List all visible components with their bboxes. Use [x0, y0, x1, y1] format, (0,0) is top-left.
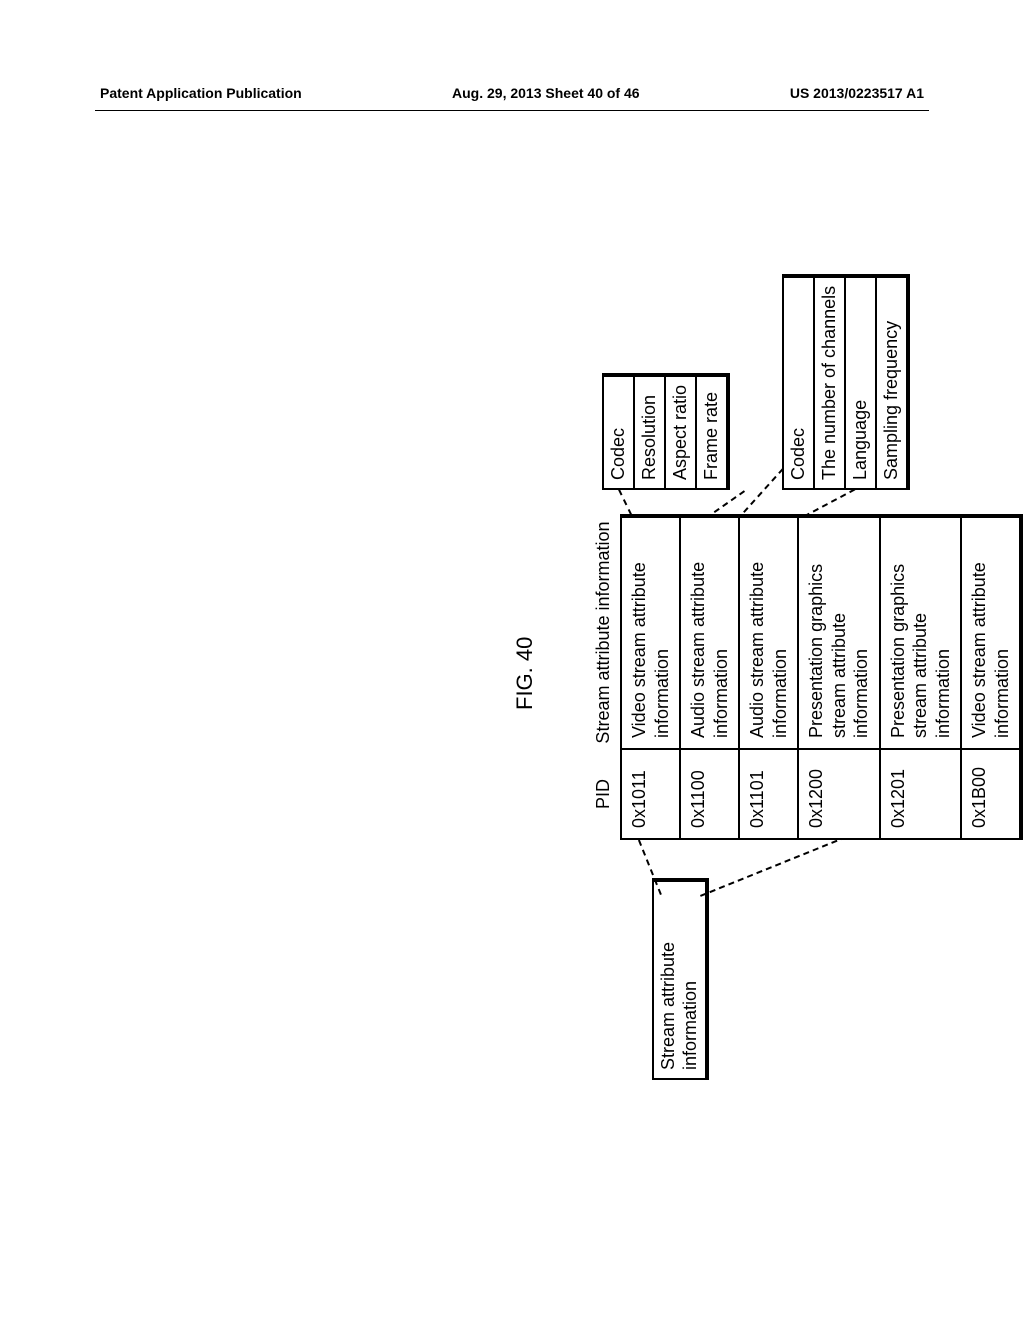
audio-attribute-box: Codec The number of channels Language Sa…	[782, 274, 910, 490]
page-header: Patent Application Publication Aug. 29, …	[0, 85, 1024, 101]
header-center: Aug. 29, 2013 Sheet 40 of 46	[452, 85, 640, 101]
table-row: 0x1011 Video stream attribute informatio…	[621, 516, 680, 839]
stream-attribute-source-box: Stream attribute information	[652, 878, 709, 1080]
attr-cell: Video stream attribute information	[621, 516, 680, 749]
video-attr-item: Codec	[603, 375, 634, 489]
pid-cell: 0x1B00	[961, 749, 1021, 839]
figure-40: FIG. 40 Stream attribute information PID…	[512, 200, 1024, 1080]
header-left: Patent Application Publication	[100, 85, 302, 101]
col-header-pid: PID	[592, 749, 621, 839]
attr-cell: Presentation graphics stream attribute i…	[880, 516, 962, 749]
pid-cell: 0x1201	[880, 749, 962, 839]
attr-cell: Audio stream attribute information	[680, 516, 739, 749]
table-row: 0x1B00 Video stream attribute informatio…	[961, 516, 1021, 839]
table-row: 0x1101 Audio stream attribute informatio…	[739, 516, 798, 839]
figure-title: FIG. 40	[512, 637, 538, 710]
video-attr-item: Aspect ratio	[665, 375, 696, 489]
audio-attr-item: Language	[845, 276, 876, 489]
pid-cell: 0x1101	[739, 749, 798, 839]
table-row: 0x1100 Audio stream attribute informatio…	[680, 516, 739, 839]
header-right: US 2013/0223517 A1	[790, 85, 924, 101]
audio-attr-item: Codec	[783, 276, 814, 489]
audio-attr-item: Sampling frequency	[876, 276, 908, 489]
attr-cell: Presentation graphics stream attribute i…	[798, 516, 880, 749]
attr-cell: Video stream attribute information	[961, 516, 1021, 749]
video-attribute-box: Codec Resolution Aspect ratio Frame rate	[602, 373, 730, 490]
header-rule	[95, 110, 929, 111]
col-header-attr: Stream attribute information	[592, 516, 621, 749]
table-row: 0x1201 Presentation graphics stream attr…	[880, 516, 962, 839]
pid-cell: 0x1011	[621, 749, 680, 839]
pid-cell: 0x1200	[798, 749, 880, 839]
attr-cell: Audio stream attribute information	[739, 516, 798, 749]
table-row: 0x1200 Presentation graphics stream attr…	[798, 516, 880, 839]
pid-cell: 0x1100	[680, 749, 739, 839]
audio-attr-item: The number of channels	[814, 276, 845, 489]
pid-attribute-table: PID Stream attribute information 0x1011 …	[592, 514, 1023, 840]
video-attr-item: Frame rate	[696, 375, 728, 489]
video-attr-item: Resolution	[634, 375, 665, 489]
